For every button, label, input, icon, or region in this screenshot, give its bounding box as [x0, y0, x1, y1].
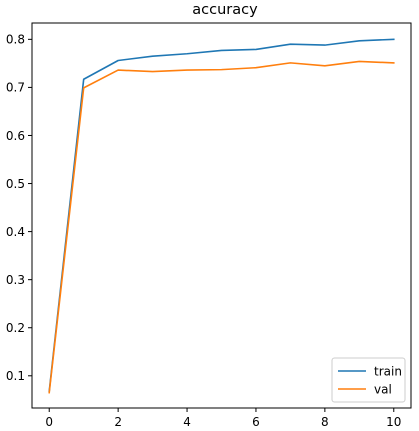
y-tick-label: 0.1: [6, 369, 25, 383]
series-layer: [48, 38, 395, 394]
y-tick-label: 0.8: [6, 33, 25, 47]
x-tick-label: 2: [114, 415, 122, 429]
x-tick-label: 0: [45, 415, 53, 429]
y-tick-label: 0.6: [6, 129, 25, 143]
chart-title: accuracy: [192, 2, 258, 18]
x-tick-label: 4: [183, 415, 191, 429]
axes-layer: 0 2 4 6 8 10 0.1 0.2 0.3 0.4 0.5 0.6 0.7 0.8: [6, 22, 412, 429]
series-line-val: [48, 60, 395, 394]
x-tick-label: 10: [386, 415, 401, 429]
legend: train val: [331, 357, 406, 403]
y-tick-label: 0.7: [6, 81, 25, 95]
series-line-train: [48, 38, 395, 393]
legend-label-val: val: [374, 382, 392, 396]
y-tick-label: 0.3: [6, 273, 25, 287]
legend-box: [331, 357, 406, 403]
x-tick-label: 6: [252, 415, 260, 429]
y-tick-label: 0.4: [6, 225, 25, 239]
y-tick-label: 0.2: [6, 321, 25, 335]
y-tick-label: 0.5: [6, 177, 25, 191]
axes-frame: [31, 22, 412, 409]
x-tick-label: 8: [321, 415, 329, 429]
legend-label-train: train: [374, 364, 402, 378]
